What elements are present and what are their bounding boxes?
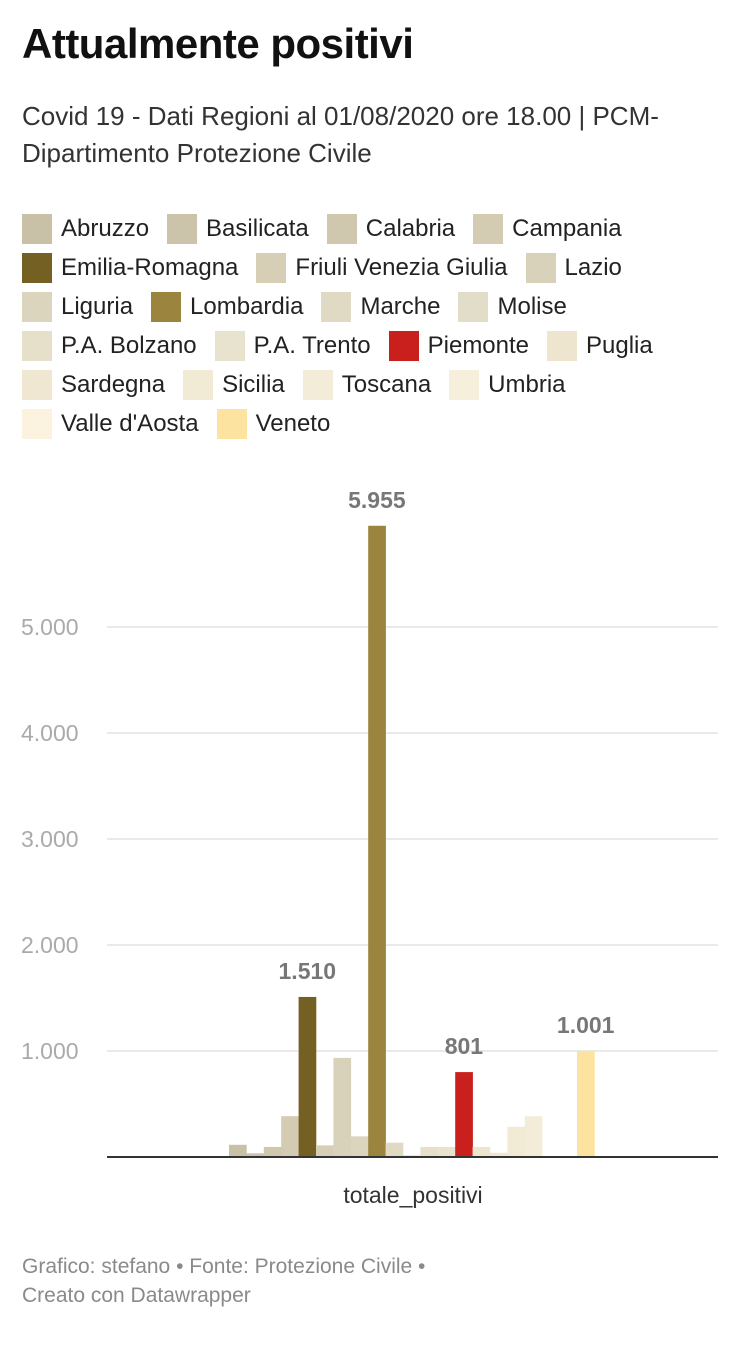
legend-item: Liguria (22, 291, 133, 322)
y-tick-label: 1.000 (21, 1038, 79, 1064)
legend-item: Lazio (525, 252, 622, 283)
legend-item: Abruzzo (22, 213, 149, 244)
legend-label: Calabria (365, 214, 456, 242)
legend-swatch (256, 252, 287, 283)
legend-label: P.A. Bolzano (61, 331, 197, 359)
bar-p-a-bolzano (420, 1146, 439, 1157)
legend-item: P.A. Trento (214, 330, 371, 361)
bar-basilicata (246, 1153, 265, 1157)
y-tick-label: 3.000 (21, 826, 79, 852)
legend-swatch (214, 330, 245, 361)
legend-label: Valle d'Aosta (61, 409, 199, 437)
legend-item: Lombardia (151, 291, 303, 322)
legend-swatch (547, 330, 578, 361)
bar-chart: 1.000 2.000 3.000 4.000 5.000 1.510 5.955 801 1.… (21, 487, 718, 1208)
bar-calabria (263, 1146, 282, 1157)
legend-swatch (326, 213, 357, 244)
legend-label: Friuli Venezia Giulia (295, 253, 508, 281)
legend-item: Toscana (302, 369, 432, 400)
legend-label: Abruzzo (61, 214, 150, 242)
legend-label: Toscana (341, 370, 432, 398)
chart-title: Attualmente positivi (22, 20, 414, 67)
legend-item: Campania (473, 213, 622, 244)
legend-item: Veneto (216, 408, 331, 439)
data-label: 1.510 (279, 958, 337, 984)
legend-swatch (321, 291, 352, 322)
bar-piemonte (455, 1072, 473, 1157)
legend-swatch (22, 291, 52, 322)
legend-item: Marche (321, 291, 440, 322)
legend-swatch (449, 369, 480, 400)
footer-created-with: Creato con Datawrapper (22, 1284, 251, 1307)
legend-item: Puglia (547, 330, 653, 361)
legend-label: Piemonte (427, 331, 530, 359)
bar-campania (281, 1116, 299, 1157)
y-tick-label: 2.000 (21, 932, 79, 958)
y-tick-label: 5.000 (21, 614, 79, 640)
legend-swatch (473, 213, 504, 244)
data-label: 1.001 (557, 1012, 615, 1038)
legend-label: Basilicata (206, 214, 309, 242)
legend-swatch (302, 369, 333, 400)
legend-label: Sardegna (61, 370, 166, 398)
x-category-label: totale_positivi (343, 1182, 482, 1208)
legend-item: Calabria (326, 213, 456, 244)
legend-label: Umbria (488, 370, 566, 398)
legend-item: Molise (458, 291, 567, 322)
bar-puglia (472, 1146, 491, 1157)
legend-swatch (22, 369, 52, 400)
legend-swatch (151, 291, 182, 322)
data-label: 801 (445, 1033, 484, 1059)
bar-liguria (350, 1136, 369, 1157)
legend-item: Piemonte (388, 330, 530, 361)
legend-item: Basilicata (167, 213, 309, 244)
legend-label: Veneto (255, 409, 331, 437)
legend-label: Puglia (586, 331, 653, 359)
legend-swatch (388, 330, 419, 361)
legend-label: Sicilia (222, 370, 285, 398)
y-tick-label: 4.000 (21, 720, 79, 746)
legend-swatch (22, 213, 52, 244)
data-label: 5.955 (348, 487, 406, 513)
legend-item: Friuli Venezia Giulia (256, 252, 508, 283)
legend-item: Sicilia (183, 369, 285, 400)
legend-swatch (22, 252, 52, 283)
legend-label: Marche (360, 292, 441, 320)
bar-friuli-venezia-giulia (316, 1145, 334, 1157)
bar-veneto (577, 1050, 595, 1157)
legend-label: P.A. Trento (253, 331, 371, 359)
legend-item: Umbria (449, 369, 566, 400)
bar-lombardia (368, 525, 386, 1157)
legend-swatch (22, 330, 52, 361)
bar-sicilia (507, 1126, 526, 1157)
legend: Abruzzo Basilicata Calabria Campania Emilia-… (22, 213, 722, 439)
legend-item: Sardegna (22, 369, 165, 400)
bar-abruzzo (229, 1144, 247, 1157)
legend-swatch (525, 252, 556, 283)
legend-item: Emilia-Romagna (22, 252, 238, 283)
legend-label: Liguria (61, 292, 134, 320)
chart-subtitle: Covid 19 - Dati Regioni al 01/08/2020 or… (22, 101, 659, 168)
legend-swatch (458, 291, 489, 322)
legend-swatch (22, 408, 52, 439)
legend-label: Emilia-Romagna (61, 253, 239, 281)
footer-credit: Grafico: stefano • Fonte: Protezione Civ… (22, 1255, 426, 1278)
bar-sardegna (490, 1152, 508, 1157)
legend-item: P.A. Bolzano (22, 330, 197, 361)
legend-swatch (183, 369, 214, 400)
bar-lazio (333, 1057, 352, 1157)
legend-label: Lombardia (190, 292, 304, 320)
legend-label: Lazio (564, 253, 622, 281)
legend-label: Campania (512, 214, 622, 242)
legend-item: Valle d'Aosta (22, 408, 199, 439)
legend-swatch (216, 408, 247, 439)
legend-swatch (167, 213, 198, 244)
bar-toscana (524, 1116, 543, 1157)
legend-label: Molise (497, 292, 567, 320)
bar-emilia-romagna (298, 996, 317, 1157)
bar-p-a-trento (437, 1146, 456, 1157)
footer: Grafico: stefano • Fonte: Protezione Civ… (22, 1252, 622, 1310)
bar-marche (385, 1142, 404, 1157)
